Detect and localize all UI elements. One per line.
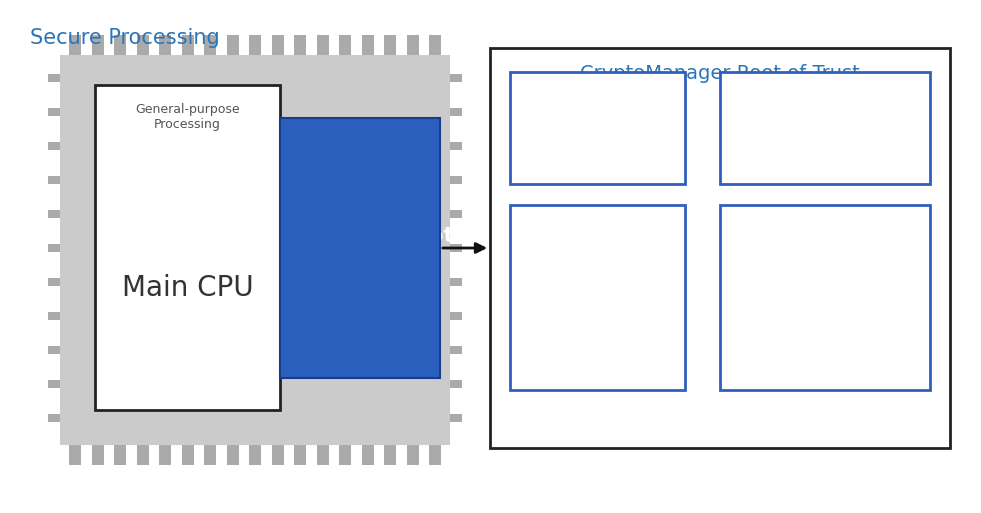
Bar xyxy=(272,445,284,465)
Bar xyxy=(227,35,238,55)
Text: Custom
RISC-V
Processor: Custom RISC-V Processor xyxy=(560,272,635,322)
Bar xyxy=(114,35,126,55)
Bar xyxy=(48,380,60,388)
Bar xyxy=(204,35,216,55)
Bar xyxy=(450,278,462,286)
Bar xyxy=(69,35,81,55)
Bar xyxy=(48,244,60,252)
Bar xyxy=(450,176,462,184)
Bar xyxy=(362,445,374,465)
Bar xyxy=(159,445,171,465)
Text: Crypto
Accelerators: Crypto Accelerators xyxy=(777,219,873,251)
Text: OTP Interface: OTP Interface xyxy=(773,121,877,135)
Text: Verilog RTL Product: Verilog RTL Product xyxy=(303,351,417,364)
Bar xyxy=(69,445,81,465)
Bar xyxy=(48,176,60,184)
Bar xyxy=(159,35,171,55)
Text: CryptoManager Root of Trust: CryptoManager Root of Trust xyxy=(580,64,860,83)
Bar xyxy=(181,445,193,465)
Bar xyxy=(95,85,280,410)
Bar xyxy=(91,35,104,55)
Bar xyxy=(48,414,60,422)
Bar xyxy=(450,414,462,422)
Text: (AES, SHA,
RSA, ECC, TRNG,
others...): (AES, SHA, RSA, ECC, TRNG, others...) xyxy=(772,333,878,376)
Text: Main CPU: Main CPU xyxy=(122,273,253,302)
Bar xyxy=(48,210,60,218)
Bar xyxy=(339,35,351,55)
Bar xyxy=(48,346,60,354)
Bar xyxy=(136,445,148,465)
Bar xyxy=(339,445,351,465)
Bar xyxy=(317,35,329,55)
Bar xyxy=(249,35,261,55)
Bar xyxy=(510,72,685,184)
Bar xyxy=(48,142,60,150)
Bar xyxy=(60,55,450,445)
Bar xyxy=(48,74,60,82)
Text: Private
Memory: Private Memory xyxy=(566,112,629,144)
Bar xyxy=(272,35,284,55)
Bar xyxy=(720,72,930,184)
Bar xyxy=(317,445,329,465)
Bar xyxy=(91,445,104,465)
Bar xyxy=(450,108,462,116)
Bar xyxy=(114,445,126,465)
Bar xyxy=(450,142,462,150)
Bar xyxy=(384,35,396,55)
Text: Secure Processing: Secure Processing xyxy=(306,132,414,145)
Bar xyxy=(227,445,238,465)
Bar xyxy=(490,48,950,448)
Bar xyxy=(510,205,685,390)
Bar xyxy=(204,445,216,465)
Text: Hardware Root
of Trust: Hardware Root of Trust xyxy=(266,226,454,270)
Bar xyxy=(249,445,261,465)
Bar xyxy=(280,118,440,378)
Bar xyxy=(136,35,148,55)
Bar xyxy=(406,35,419,55)
Text: Secure Processing: Secure Processing xyxy=(30,28,220,48)
Bar xyxy=(406,445,419,465)
Bar xyxy=(384,445,396,465)
Bar xyxy=(450,312,462,320)
Text: General-purpose
Processing: General-purpose Processing xyxy=(135,103,239,131)
Bar xyxy=(181,35,193,55)
Bar xyxy=(48,312,60,320)
Bar xyxy=(720,205,930,390)
Bar xyxy=(48,108,60,116)
Bar xyxy=(450,244,462,252)
Bar xyxy=(429,35,441,55)
Bar xyxy=(450,74,462,82)
Bar xyxy=(294,35,306,55)
Bar xyxy=(429,445,441,465)
Bar xyxy=(450,380,462,388)
Bar xyxy=(450,346,462,354)
Bar xyxy=(48,278,60,286)
Bar xyxy=(294,445,306,465)
Bar xyxy=(450,210,462,218)
Bar xyxy=(362,35,374,55)
